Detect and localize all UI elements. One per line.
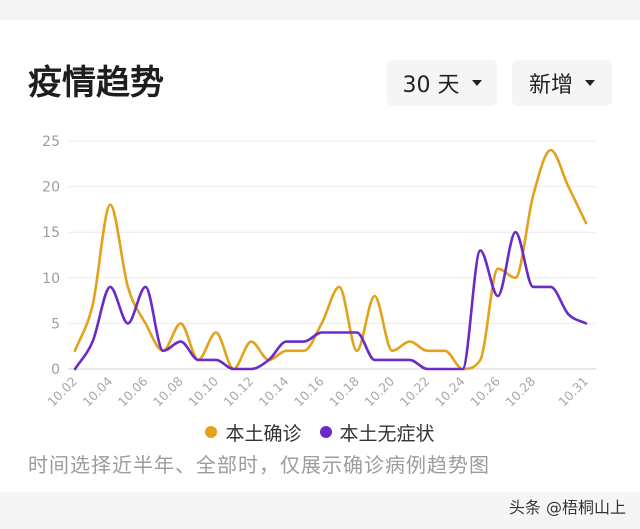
data-point-local-confirmed[interactable] xyxy=(106,201,114,209)
data-point-local-asymptomatic[interactable] xyxy=(300,338,308,346)
data-point-local-confirmed[interactable] xyxy=(564,183,572,191)
series-line-local-confirmed xyxy=(73,148,588,371)
data-point-local-asymptomatic[interactable] xyxy=(441,365,449,373)
data-point-local-confirmed[interactable] xyxy=(353,347,361,355)
x-tick-label: 10.22 xyxy=(397,374,433,410)
data-point-local-asymptomatic[interactable] xyxy=(71,365,79,373)
data-point-local-asymptomatic[interactable] xyxy=(476,246,484,254)
caret-down-icon xyxy=(585,80,595,86)
chart-legend: 本土确诊 本土无症状 xyxy=(0,418,640,446)
metric-dropdown[interactable]: 新增 xyxy=(512,60,612,106)
data-point-local-asymptomatic[interactable] xyxy=(106,283,114,291)
data-point-local-asymptomatic[interactable] xyxy=(423,365,431,373)
data-point-local-confirmed[interactable] xyxy=(547,146,555,154)
data-point-local-confirmed[interactable] xyxy=(71,347,79,355)
data-point-local-asymptomatic[interactable] xyxy=(459,365,467,373)
x-tick-label: 10.16 xyxy=(291,373,327,409)
data-point-local-asymptomatic[interactable] xyxy=(89,338,97,346)
data-point-local-asymptomatic[interactable] xyxy=(265,356,273,364)
top-separator xyxy=(0,0,640,20)
data-point-local-asymptomatic[interactable] xyxy=(582,319,590,327)
data-point-local-asymptomatic[interactable] xyxy=(159,347,167,355)
legend-label-local-confirmed: 本土确诊 xyxy=(225,422,302,445)
y-tick-label: 5 xyxy=(51,316,60,332)
data-point-local-confirmed[interactable] xyxy=(212,329,220,337)
data-point-local-asymptomatic[interactable] xyxy=(494,292,502,300)
data-point-local-asymptomatic[interactable] xyxy=(141,283,149,291)
x-tick-label: 10.26 xyxy=(467,373,503,409)
data-point-local-confirmed[interactable] xyxy=(124,283,132,291)
page-title: 疫情趋势 xyxy=(28,63,164,103)
y-tick-label: 25 xyxy=(42,134,60,150)
data-point-local-confirmed[interactable] xyxy=(282,347,290,355)
data-point-local-confirmed[interactable] xyxy=(371,292,379,300)
data-point-local-confirmed[interactable] xyxy=(89,301,97,309)
legend-item-local-confirmed[interactable]: 本土确诊 xyxy=(205,419,302,446)
watermark: 头条 @梧桐山上 xyxy=(508,498,626,517)
data-point-local-asymptomatic[interactable] xyxy=(282,338,290,346)
x-tick-label: 10.24 xyxy=(432,373,468,409)
data-point-local-asymptomatic[interactable] xyxy=(318,329,326,337)
legend-label-local-asymptomatic: 本土无症状 xyxy=(339,422,435,445)
data-point-local-asymptomatic[interactable] xyxy=(230,365,238,373)
y-tick-label: 20 xyxy=(42,180,60,196)
data-point-local-asymptomatic[interactable] xyxy=(194,356,202,364)
data-point-local-asymptomatic[interactable] xyxy=(406,356,414,364)
data-point-local-confirmed[interactable] xyxy=(476,356,484,364)
data-point-local-confirmed[interactable] xyxy=(335,283,343,291)
x-tick-label: 10.20 xyxy=(361,373,397,409)
data-point-local-asymptomatic[interactable] xyxy=(529,283,537,291)
y-tick-label: 10 xyxy=(42,271,60,287)
data-point-local-asymptomatic[interactable] xyxy=(247,365,255,373)
data-point-local-confirmed[interactable] xyxy=(406,338,414,346)
x-tick-label: 10.14 xyxy=(256,373,292,409)
legend-dot-local-confirmed xyxy=(205,426,218,438)
data-point-local-asymptomatic[interactable] xyxy=(512,228,520,236)
data-point-local-asymptomatic[interactable] xyxy=(564,310,572,318)
series-line-local-asymptomatic xyxy=(73,230,588,371)
data-point-local-confirmed[interactable] xyxy=(318,319,326,327)
x-tick-label: 10.18 xyxy=(326,373,362,409)
data-point-local-confirmed[interactable] xyxy=(441,347,449,355)
x-tick-label: 10.28 xyxy=(502,373,538,409)
legend-dot-local-asymptomatic xyxy=(319,426,332,438)
time-range-value: 30 天 xyxy=(402,73,460,98)
bottom-bar xyxy=(0,492,640,529)
data-point-local-confirmed[interactable] xyxy=(582,219,590,227)
data-point-local-confirmed[interactable] xyxy=(423,347,431,355)
time-range-dropdown[interactable]: 30 天 xyxy=(387,60,497,106)
y-tick-label: 15 xyxy=(42,225,60,241)
caret-down-icon xyxy=(471,80,482,86)
data-point-local-asymptomatic[interactable] xyxy=(388,356,396,364)
data-point-local-asymptomatic[interactable] xyxy=(124,319,132,327)
data-point-local-confirmed[interactable] xyxy=(300,347,308,355)
data-point-local-confirmed[interactable] xyxy=(512,274,520,282)
x-tick-label: 10.04 xyxy=(79,373,115,409)
data-point-local-asymptomatic[interactable] xyxy=(547,283,555,291)
metric-value: 新增 xyxy=(528,73,573,98)
data-point-local-asymptomatic[interactable] xyxy=(353,329,361,337)
chart-note: 时间选择近半年、全部时，仅展示确诊病例趋势图 xyxy=(28,453,490,477)
data-point-local-confirmed[interactable] xyxy=(529,192,537,200)
data-point-local-confirmed[interactable] xyxy=(141,319,149,327)
data-point-local-asymptomatic[interactable] xyxy=(212,356,220,364)
data-point-local-confirmed[interactable] xyxy=(494,265,502,273)
x-tick-label: 10.12 xyxy=(220,374,256,410)
x-tick-label: 10.08 xyxy=(150,373,186,409)
x-tick-label: 10.31 xyxy=(555,374,591,410)
trend-line-chart: 0 5 10 15 20 25 10.02 10.04 10.06 10.08 10.10 10.12… xyxy=(42,134,596,410)
data-point-local-confirmed[interactable] xyxy=(247,338,255,346)
legend-item-local-asymptomatic[interactable]: 本土无症状 xyxy=(319,419,435,446)
x-tick-label: 10.10 xyxy=(185,373,221,409)
data-point-local-asymptomatic[interactable] xyxy=(371,356,379,364)
x-tick-label: 10.02 xyxy=(44,374,80,410)
y-tick-label: 0 xyxy=(51,362,60,378)
data-point-local-asymptomatic[interactable] xyxy=(335,329,343,337)
x-tick-label: 10.06 xyxy=(115,373,151,409)
data-point-local-confirmed[interactable] xyxy=(177,319,185,327)
data-point-local-asymptomatic[interactable] xyxy=(177,338,185,346)
data-point-local-confirmed[interactable] xyxy=(388,347,396,355)
